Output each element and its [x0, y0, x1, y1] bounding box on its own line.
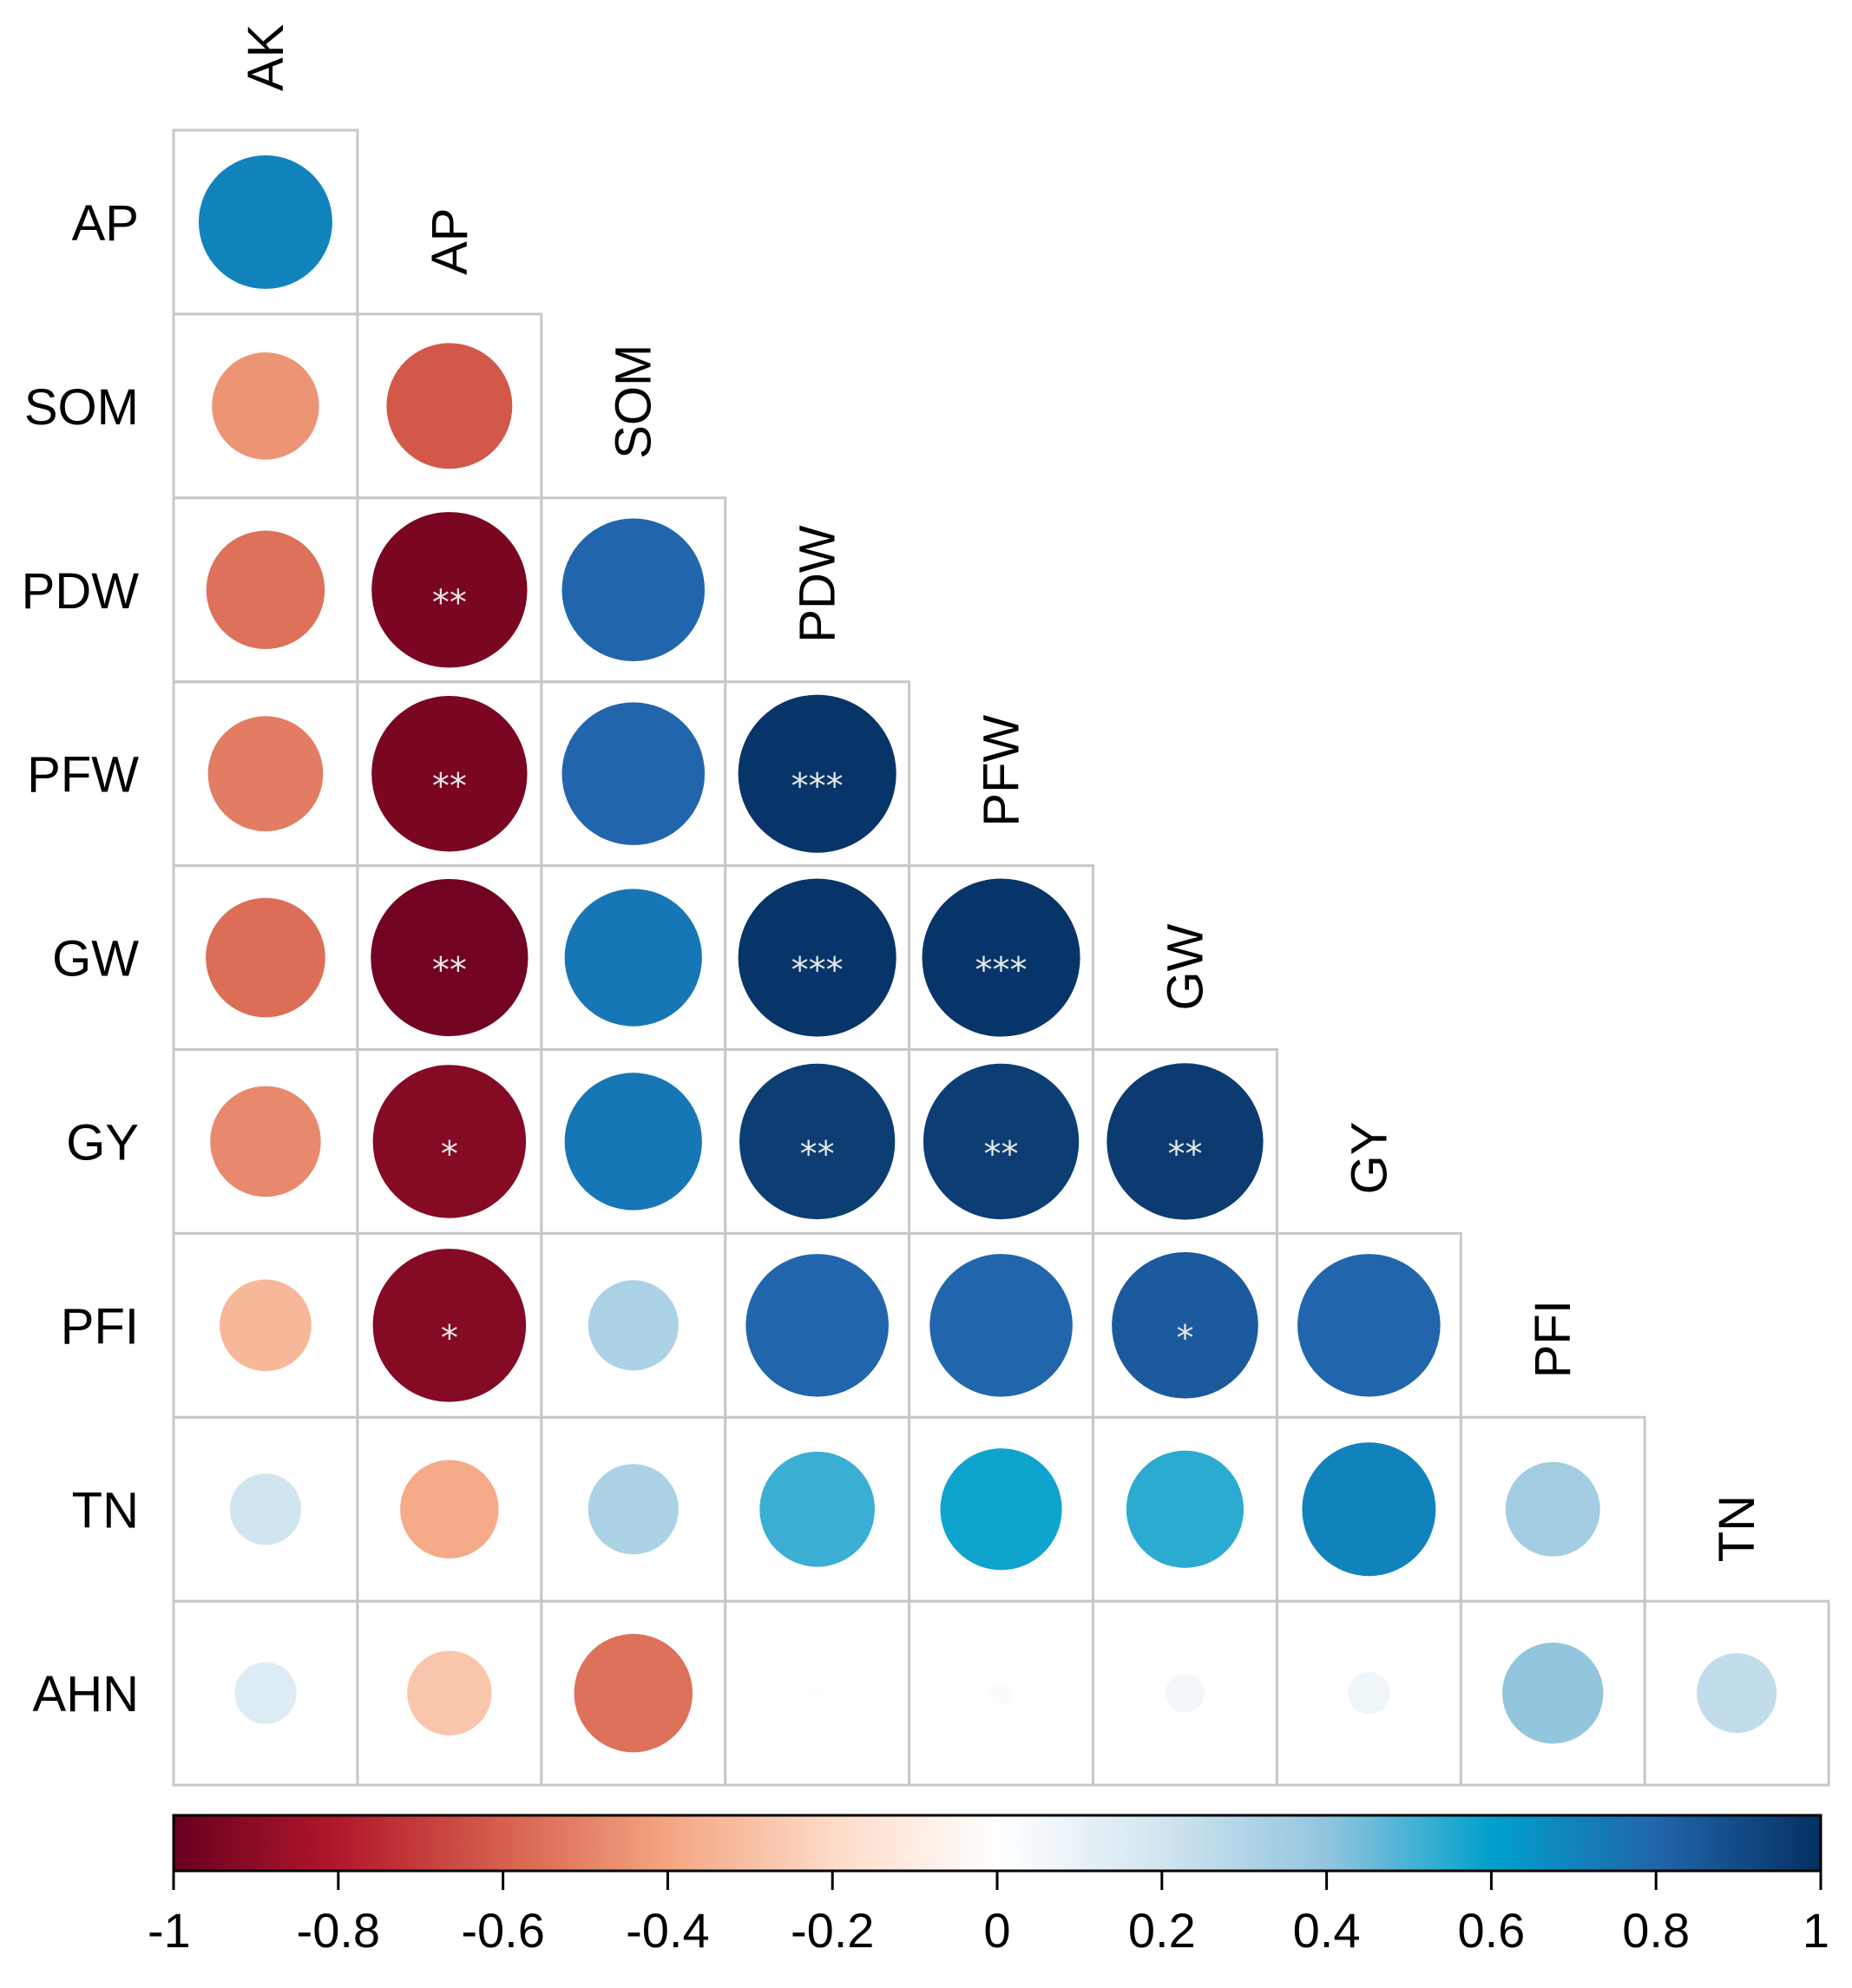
correlation-circle	[809, 1684, 825, 1702]
correlation-circle	[371, 512, 528, 668]
row-label: TN	[72, 1482, 139, 1539]
colorbar-tick-label: 0	[983, 1903, 1010, 1958]
correlation-circle	[206, 897, 325, 1018]
correlation-circle	[206, 530, 325, 649]
correlation-circle	[371, 695, 528, 852]
grid	[172, 128, 1830, 1787]
column-label: PFW	[974, 714, 1030, 826]
column-label: TN	[1709, 1495, 1765, 1562]
correlation-circle	[198, 154, 332, 289]
significance-mark: **	[432, 767, 467, 807]
colorbar-tick-label: 1	[1803, 1903, 1829, 1958]
colorbar-tick-label: 0.2	[1128, 1903, 1196, 1958]
correlation-circle	[234, 1662, 297, 1724]
colorbar-tick-label: 0.8	[1622, 1903, 1690, 1958]
significance-mark: **	[432, 583, 467, 623]
column-label: PDW	[790, 525, 846, 643]
correlation-circle	[371, 878, 529, 1037]
row-label: AP	[72, 195, 139, 252]
column-label: GW	[1157, 923, 1213, 1010]
correlation-circle	[1297, 1254, 1441, 1397]
correlation-circle	[739, 1063, 896, 1220]
row-label: PFI	[61, 1298, 139, 1355]
correlation-circle	[1107, 1063, 1264, 1220]
correlation-circle	[1502, 1642, 1604, 1744]
colorbar-tick-label: -0.2	[791, 1903, 875, 1958]
correlation-circle	[922, 878, 1080, 1037]
correlation-circle	[372, 1065, 527, 1218]
correlation-circle	[989, 1682, 1013, 1705]
correlation-circles	[198, 154, 1777, 1753]
correlation-circle	[562, 702, 706, 845]
correlation-circle	[212, 352, 319, 460]
correlation-circle	[1126, 1450, 1245, 1568]
correlation-circle	[588, 1464, 679, 1555]
significance-mark: *	[1176, 1318, 1193, 1358]
correlation-circle	[574, 1633, 693, 1753]
row-label: PFW	[27, 747, 139, 804]
significance-mark: **	[1167, 1134, 1202, 1174]
correlation-circle	[745, 1254, 889, 1397]
colorbar: -1 -0.8 -0.6 -0.4 -0.2 0 0.2 0.4 0.6 0.8 1	[148, 1814, 1829, 1958]
significance-mark: ***	[975, 951, 1028, 991]
significance-mark: **	[432, 951, 467, 991]
correlation-circle	[386, 343, 513, 469]
correlation-circle	[1302, 1442, 1436, 1577]
column-label: PFI	[1525, 1300, 1581, 1378]
significance-mark: *	[441, 1318, 458, 1358]
correlation-circle	[229, 1473, 302, 1545]
correlation-circle	[738, 694, 896, 853]
significance-marks: **** ***** *** **** ** ** *** *	[432, 583, 1203, 1359]
cell-AHN-TN	[1643, 1599, 1830, 1787]
correlation-circle	[940, 1448, 1062, 1571]
row-label: PDW	[22, 563, 140, 620]
colorbar-tick-label: -1	[148, 1903, 191, 1958]
correlation-circle	[588, 1280, 679, 1371]
correlation-circle	[1165, 1673, 1205, 1713]
column-label: AK	[238, 23, 294, 91]
row-label: SOM	[24, 379, 139, 436]
significance-mark: **	[800, 1134, 835, 1174]
colorbar-tick-label: -0.8	[297, 1903, 381, 1958]
correlation-circle	[1697, 1653, 1777, 1734]
colorbar-tick-label: 0.6	[1457, 1903, 1525, 1958]
correlation-circle	[210, 1086, 321, 1197]
correlation-circle	[1505, 1461, 1600, 1557]
correlation-circle	[1348, 1671, 1390, 1715]
correlation-circle	[923, 1063, 1080, 1220]
row-label: AHN	[33, 1666, 139, 1722]
row-label: GY	[66, 1114, 139, 1171]
correlation-circle	[407, 1650, 492, 1735]
colorbar-ticks: -1 -0.8 -0.6 -0.4 -0.2 0 0.2 0.4 0.6 0.8 1	[148, 1871, 1829, 1958]
significance-mark: *	[441, 1134, 458, 1174]
correlation-circle	[759, 1451, 875, 1567]
correlation-circle	[564, 1073, 702, 1211]
column-label: SOM	[606, 344, 662, 459]
correlation-circle	[207, 716, 324, 831]
row-label: GW	[52, 931, 139, 987]
correlation-circle	[400, 1460, 499, 1558]
significance-mark: **	[984, 1134, 1019, 1174]
column-label: GY	[1341, 1122, 1397, 1195]
correlation-circle	[220, 1279, 312, 1372]
correlation-circle	[564, 889, 702, 1027]
correlation-circle	[562, 518, 706, 662]
significance-mark: ***	[791, 767, 844, 807]
correlation-circle	[1112, 1252, 1258, 1399]
colorbar-tick-label: -0.4	[626, 1903, 710, 1958]
axis-labels: AP SOM PDW PFW GW GY PFI TN AHN AK AP SOM PDW PFW GW GY…	[22, 23, 1765, 1722]
significance-mark: ***	[791, 951, 844, 991]
correlation-circle	[929, 1254, 1073, 1397]
column-label: AP	[422, 208, 478, 275]
colorbar-tick-label: 0.4	[1293, 1903, 1361, 1958]
correlation-circle	[738, 878, 896, 1037]
colorbar-tick-label: -0.6	[461, 1903, 545, 1958]
colorbar-gradient	[172, 1814, 1822, 1873]
correlation-circle	[372, 1249, 527, 1402]
